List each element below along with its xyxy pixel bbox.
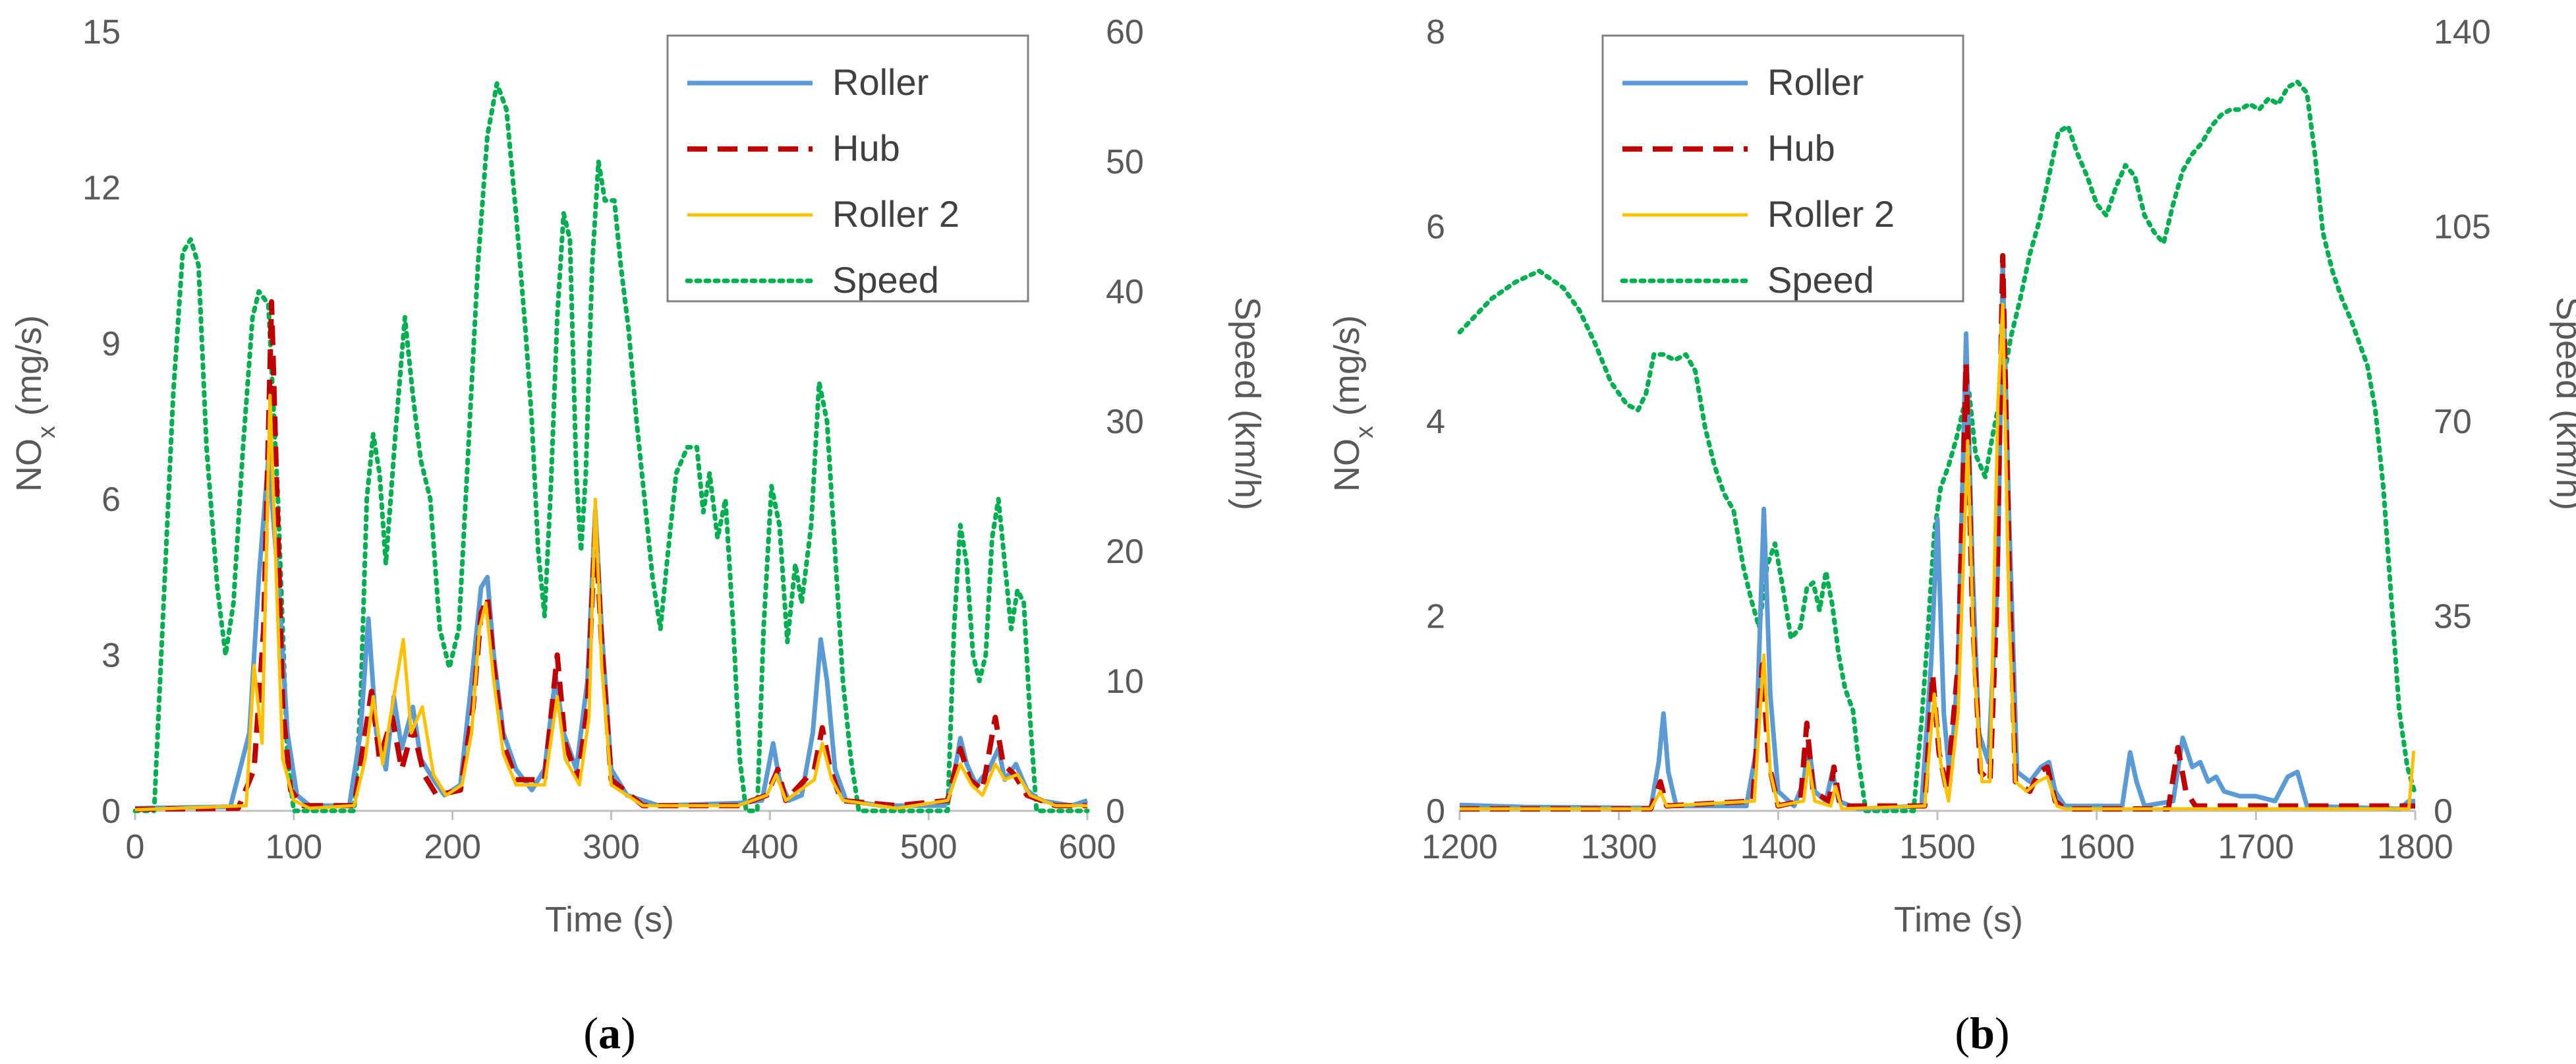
panel-b-caption: (b) bbox=[1955, 1008, 2009, 1058]
panel-a-x-tick-label-300: 300 bbox=[583, 828, 640, 866]
panel-a-legend bbox=[666, 34, 1029, 303]
panel-a-y2-tick-label-30: 30 bbox=[1106, 403, 1144, 441]
panel-b-y-tick-label-8: 8 bbox=[1426, 13, 1445, 51]
panel-b-x-tick-label-1200: 1200 bbox=[1421, 828, 1498, 866]
panel-a-legend-label-hub: Hub bbox=[832, 127, 900, 169]
panel-a-y-tick-label-9: 9 bbox=[101, 325, 121, 363]
panel-a-y-tick-label-15: 15 bbox=[82, 13, 121, 51]
panel-b-legend-label-roller: Roller bbox=[1767, 61, 1864, 103]
panel-a-y-tick-label-3: 3 bbox=[101, 637, 121, 675]
panel-a-x-tick-label-500: 500 bbox=[900, 828, 958, 866]
panel-a-y-axis-title: NOx (mg/s) bbox=[9, 315, 61, 492]
panel-b-y-tick-label-0: 0 bbox=[1426, 792, 1445, 831]
panel-b-legend-label-speed: Speed bbox=[1767, 259, 1874, 301]
panel-b-legend-label-roller-2: Roller 2 bbox=[1767, 193, 1895, 235]
panel-b-series-line-roller-2 bbox=[1460, 303, 2416, 811]
panel-a-x-tick-label-400: 400 bbox=[741, 828, 799, 866]
panel-a-series-line-roller bbox=[134, 455, 1089, 811]
panel-b-x-tick-label-1400: 1400 bbox=[1740, 828, 1816, 866]
panel-a-y2-tick-label-0: 0 bbox=[1106, 792, 1125, 831]
panel-b-x-axis-title: Time (s) bbox=[1894, 900, 2023, 939]
panel-b-y2-tick-label-35: 35 bbox=[2434, 598, 2472, 636]
panel-a-y-tick-label-6: 6 bbox=[101, 481, 121, 519]
panel-a-y2-tick-label-50: 50 bbox=[1106, 143, 1144, 181]
panel-a-y2-axis-title: Speed (km/h) bbox=[1228, 297, 1267, 510]
panel-b-x-tick-label-1300: 1300 bbox=[1581, 828, 1657, 866]
panel-a-legend-label-speed: Speed bbox=[832, 259, 939, 301]
panel-b-y2-tick-label-0: 0 bbox=[2434, 792, 2453, 831]
panel-a-chart: NOx (mg/s) Speed (km/h) Time (s) (a) 0 10… bbox=[9, 13, 1267, 1058]
panel-b-y2-tick-label-70: 70 bbox=[2434, 403, 2472, 441]
panel-b-legend bbox=[1601, 34, 1964, 303]
panel-b-y-tick-label-6: 6 bbox=[1426, 208, 1445, 247]
panel-b-y2-axis-title: Speed (km/h) bbox=[2549, 297, 2576, 510]
panel-b-y-axis-title: NOx (mg/s) bbox=[1327, 315, 1379, 492]
panel-b-y-tick-label-4: 4 bbox=[1426, 403, 1445, 441]
panel-b-x-tick-label-1800: 1800 bbox=[2377, 828, 2453, 866]
panel-a-x-tick-label-100: 100 bbox=[265, 828, 322, 866]
panel-a-y2-tick-label-20: 20 bbox=[1106, 533, 1144, 571]
panel-a-series-line-roller-2 bbox=[134, 394, 1087, 812]
panel-a-caption: (a) bbox=[583, 1008, 635, 1058]
panel-a-x-tick-label-200: 200 bbox=[424, 828, 481, 866]
panel-b-series-line-speed bbox=[1457, 79, 2418, 813]
panel-b-y2-tick-label-140: 140 bbox=[2434, 13, 2491, 51]
panel-a-legend-label-roller-2: Roller 2 bbox=[832, 193, 959, 235]
panel-b-y2-tick-label-105: 105 bbox=[2434, 208, 2491, 247]
panel-a-x-tick-label-0: 0 bbox=[126, 828, 145, 866]
panel-a-x-axis-title: Time (s) bbox=[545, 900, 674, 939]
panel-b-chart: NOx (mg/s) Speed (km/h) Time (s) (b) 120… bbox=[1327, 13, 2576, 1058]
panel-b-x-tick-label-1700: 1700 bbox=[2218, 828, 2294, 866]
panel-a-y2-tick-label-60: 60 bbox=[1106, 13, 1144, 51]
panel-b-x-tick-label-1500: 1500 bbox=[1899, 828, 1976, 866]
panel-b-y-tick-label-2: 2 bbox=[1426, 598, 1445, 636]
panel-a-y-tick-label-12: 12 bbox=[82, 169, 121, 207]
panel-b-x-tick-label-1600: 1600 bbox=[2059, 828, 2135, 866]
panel-b-legend-label-hub: Hub bbox=[1767, 127, 1835, 169]
panel-a-legend-label-roller: Roller bbox=[832, 61, 929, 103]
panel-a-y2-tick-label-40: 40 bbox=[1106, 273, 1144, 311]
panel-a-y2-tick-label-10: 10 bbox=[1106, 663, 1144, 701]
panel-a-y-tick-label-0: 0 bbox=[101, 792, 121, 831]
panel-a-x-tick-label-600: 600 bbox=[1059, 828, 1116, 866]
